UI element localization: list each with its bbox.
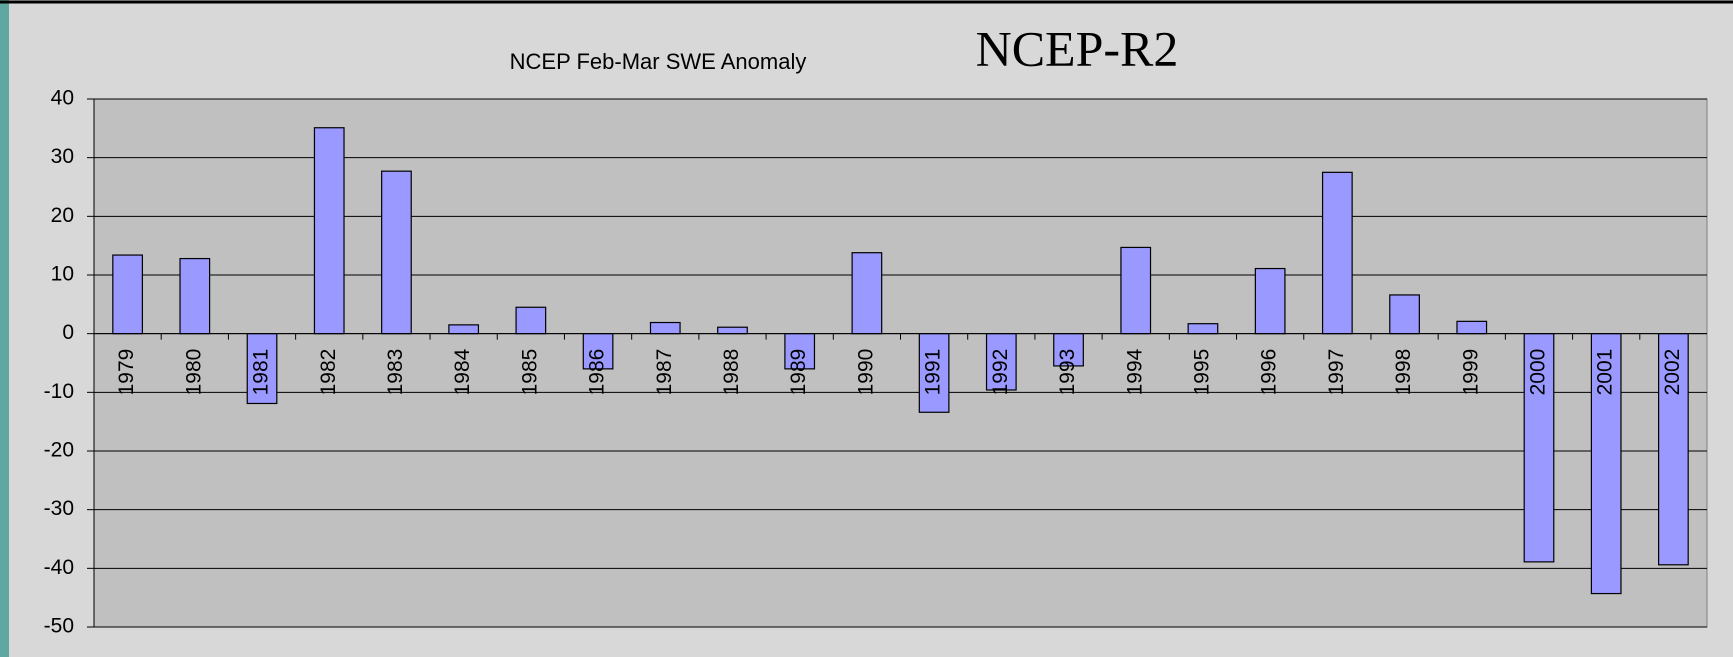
- x-tick-label: 2001: [1594, 349, 1617, 396]
- x-tick-label: 2000: [1527, 349, 1550, 396]
- x-tick-label: 1984: [451, 348, 474, 395]
- bar: [1053, 333, 1084, 367]
- left-border: [0, 0, 9, 657]
- x-tick-label: 1990: [854, 349, 877, 396]
- x-tick-label: 1988: [720, 349, 743, 396]
- y-tick-label: -10: [44, 380, 74, 403]
- x-tick-label: 1991: [922, 349, 945, 396]
- x-tick-label: 1980: [182, 349, 205, 396]
- bar: [1120, 246, 1152, 335]
- x-tick-label: 1999: [1459, 349, 1482, 396]
- annotation: NCEP-R2: [976, 20, 1179, 76]
- bar: [1590, 333, 1622, 595]
- y-tick-label: -30: [44, 497, 74, 520]
- bar: [985, 333, 1017, 391]
- x-tick-label: 1987: [653, 349, 676, 396]
- x-tick-label: 1983: [384, 349, 407, 396]
- bar: [717, 326, 748, 335]
- bar: [1523, 333, 1555, 563]
- y-tick-label: -50: [44, 615, 74, 638]
- bar: [1389, 294, 1420, 335]
- bar: [515, 306, 547, 335]
- bar: [448, 324, 480, 335]
- bar: [246, 333, 278, 405]
- x-tick-label: 1985: [518, 349, 541, 396]
- x-tick-label: 2002: [1661, 349, 1684, 396]
- x-tick-label: 1986: [586, 349, 609, 396]
- x-tick-label: 1992: [989, 349, 1012, 396]
- bar: [918, 333, 950, 413]
- x-tick-label: 1989: [787, 349, 810, 396]
- y-tick-label: -40: [44, 556, 74, 579]
- x-tick-label: 1979: [115, 349, 138, 396]
- x-tick-label: 1993: [1056, 349, 1079, 396]
- bar: [1254, 267, 1286, 335]
- bar: [784, 333, 816, 370]
- x-tick-label: 1998: [1392, 349, 1415, 396]
- bar: [112, 254, 143, 335]
- bar: [1658, 333, 1689, 566]
- x-tick-label: 1982: [317, 349, 340, 396]
- x-tick-label: 1994: [1123, 348, 1146, 395]
- y-tick-label: 30: [51, 145, 74, 168]
- y-tick-label: 20: [51, 204, 74, 227]
- bar: [381, 170, 412, 335]
- plot-area: [93, 98, 1708, 628]
- x-tick-label: 1996: [1258, 349, 1281, 396]
- bar: [1321, 171, 1353, 335]
- bar: [649, 321, 681, 335]
- bar: [1187, 323, 1219, 335]
- y-tick-label: 40: [51, 87, 74, 110]
- x-tick-label: 1995: [1190, 349, 1213, 396]
- chart-title: NCEP Feb-Mar SWE Anomaly: [510, 49, 807, 74]
- x-tick-label: 1997: [1325, 349, 1348, 396]
- bar: [851, 252, 883, 335]
- bar: [1456, 320, 1488, 335]
- bar: [179, 257, 211, 335]
- y-tick-label: 10: [51, 263, 74, 286]
- x-tick-label: 1981: [250, 349, 273, 396]
- bar: [313, 127, 345, 335]
- y-tick-label: 0: [62, 321, 74, 344]
- y-tick-label: -20: [44, 439, 74, 462]
